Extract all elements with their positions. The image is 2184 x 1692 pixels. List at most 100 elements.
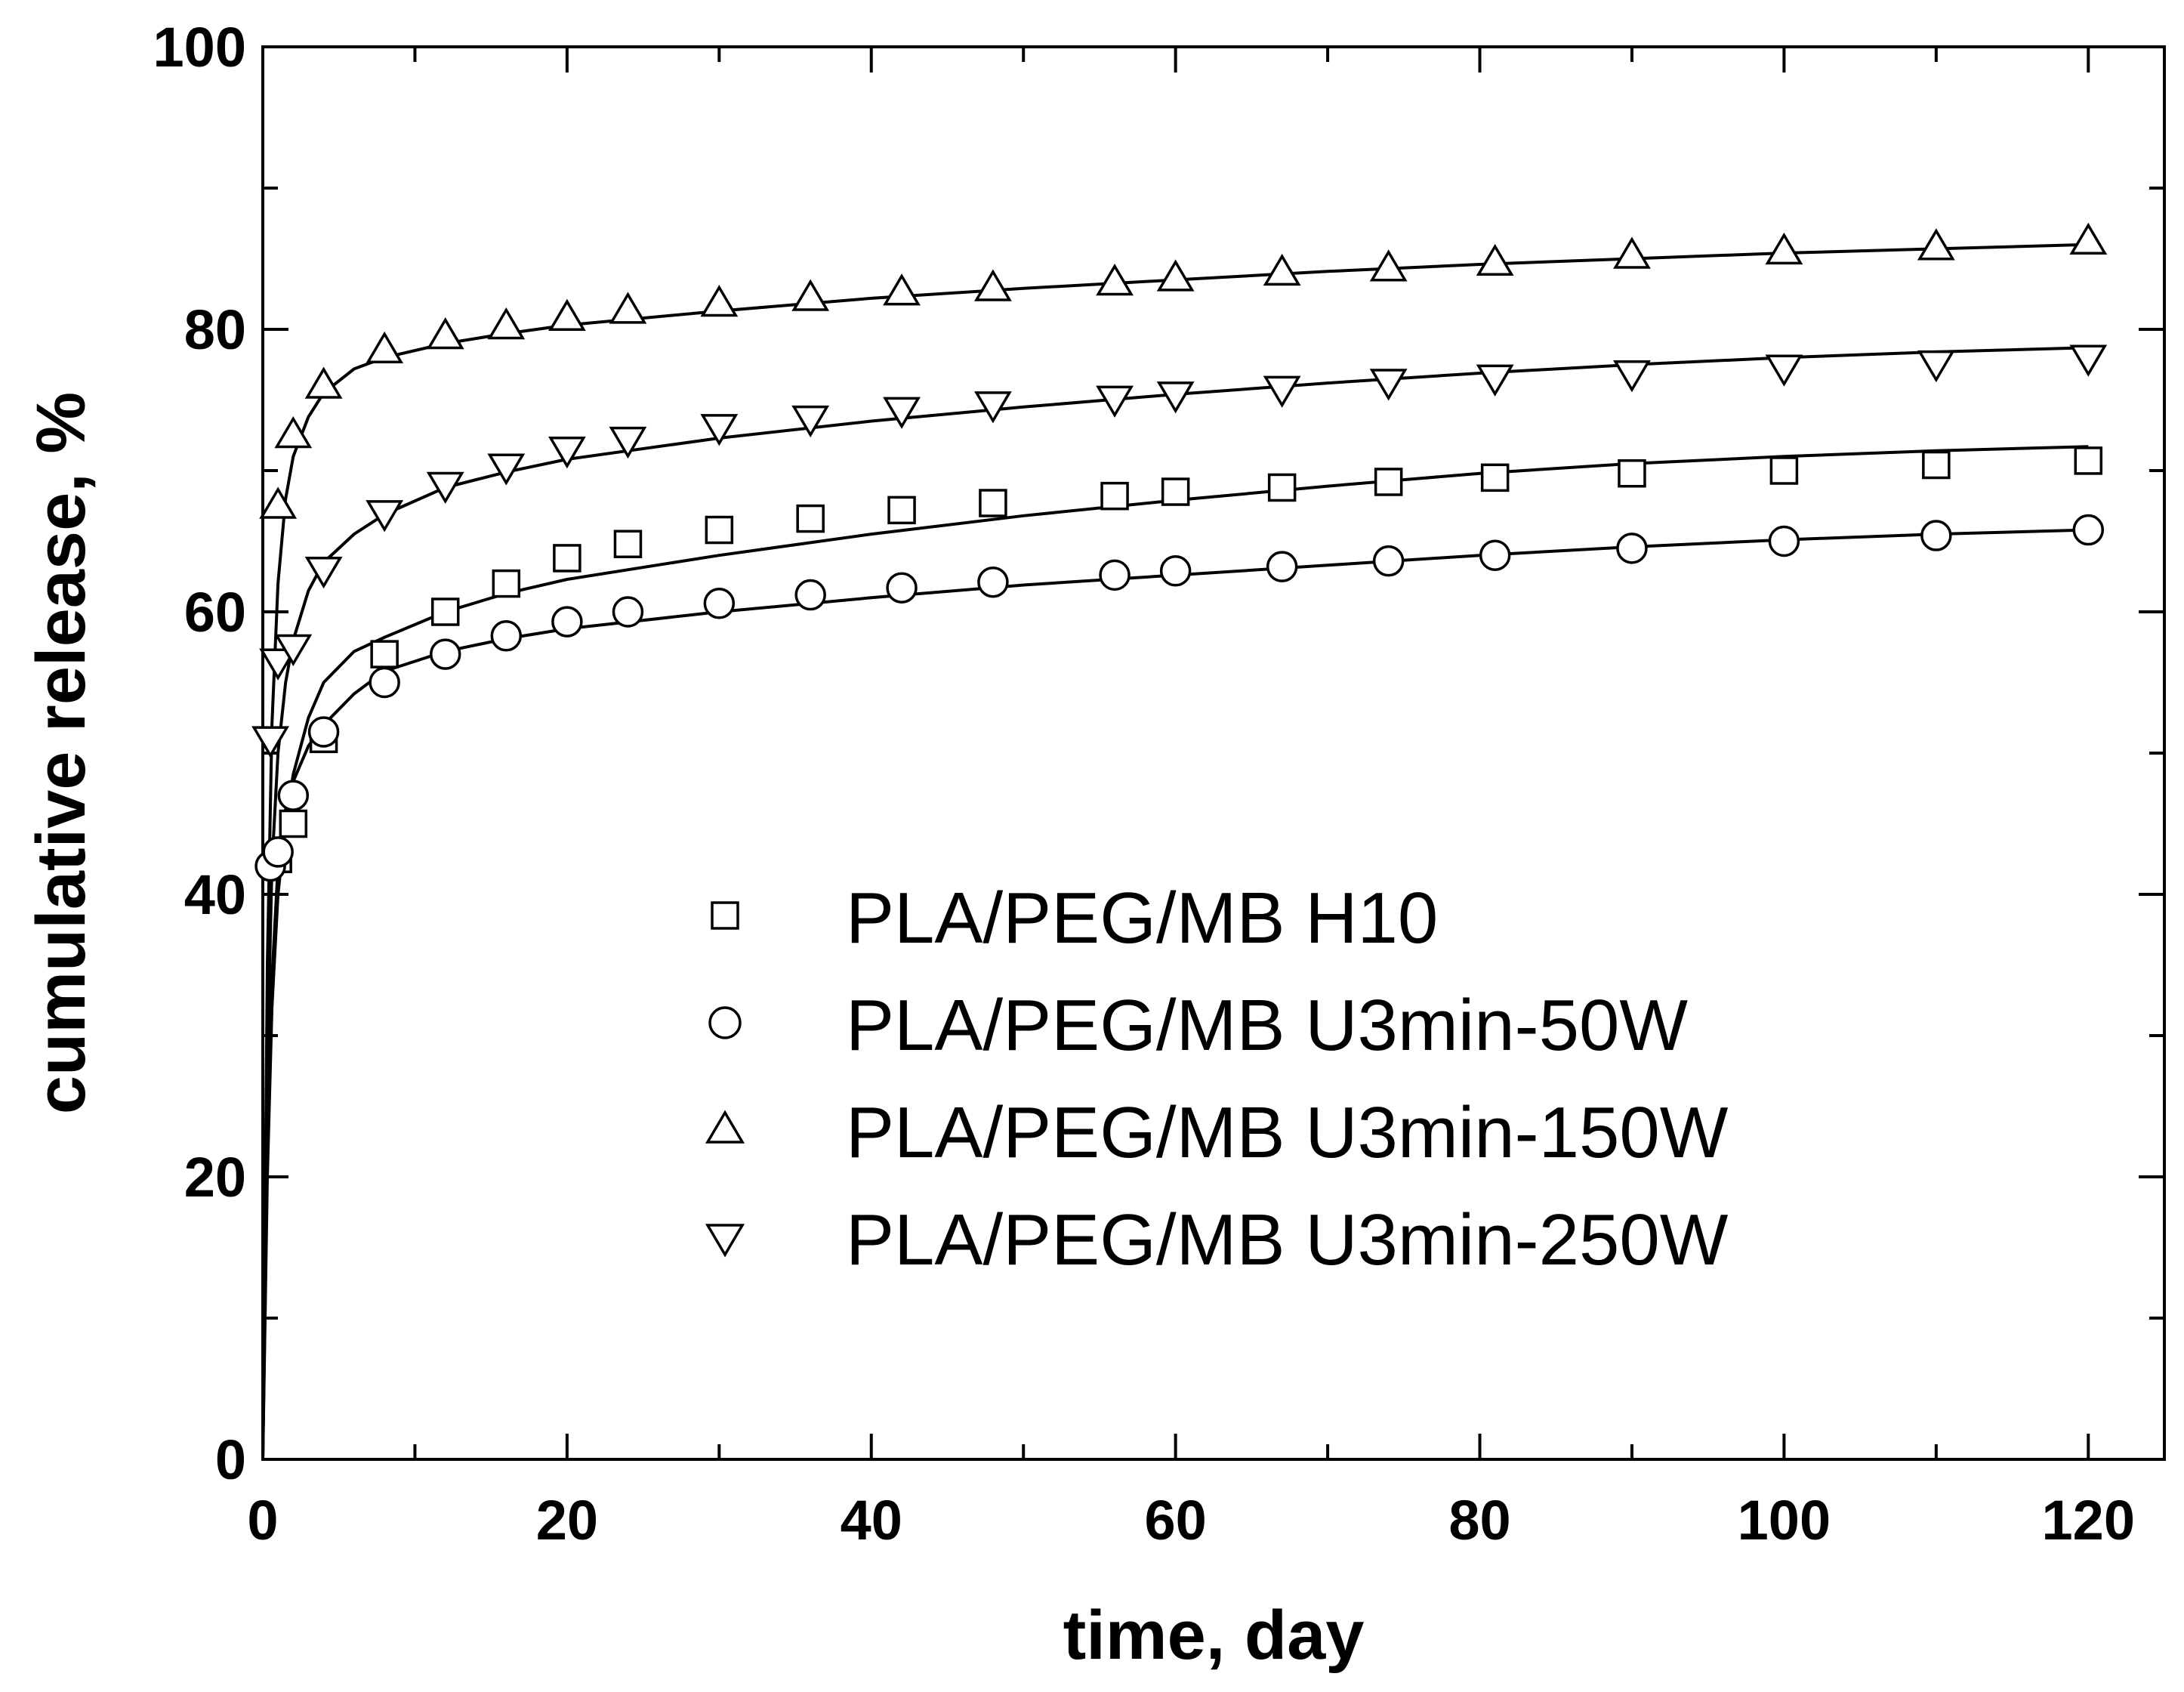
data-point-series-1 — [1267, 473, 1297, 502]
data-point-series-2 — [277, 780, 310, 811]
y-tick-label: 80 — [184, 298, 246, 361]
data-point-series-4 — [1156, 381, 1195, 414]
data-point-series-4 — [487, 453, 526, 486]
data-point-series-3 — [304, 366, 343, 399]
legend-marker-1 — [711, 901, 739, 930]
data-point-series-1 — [1618, 459, 1646, 488]
data-point-series-3 — [1613, 236, 1651, 269]
data-point-series-1 — [279, 809, 308, 838]
data-point-series-2 — [2072, 514, 2105, 546]
data-point-series-1 — [979, 489, 1007, 517]
data-points-layer — [251, 222, 2108, 882]
data-point-series-1 — [1100, 481, 1129, 511]
data-point-series-3 — [274, 415, 313, 449]
legend: PLA/PEG/MB H10 PLA/PEG/MB U3min-50W PLA/PE… — [705, 878, 1729, 1280]
legend-label-2: PLA/PEG/MB U3min-50W — [846, 985, 1688, 1066]
data-point-series-1 — [430, 597, 460, 626]
data-point-series-4 — [274, 634, 313, 667]
data-point-series-4 — [251, 726, 289, 758]
data-point-series-3 — [259, 486, 298, 519]
axes-layer: 0 20 40 60 80 100 120 0 20 40 60 80 100 time, day cumu… — [23, 16, 2166, 1674]
data-point-series-4 — [1613, 360, 1651, 393]
x-tick-label: 120 — [2042, 1489, 2135, 1552]
data-point-series-3 — [366, 331, 404, 363]
y-tick-label: 40 — [184, 863, 246, 926]
data-point-series-4 — [548, 437, 586, 469]
data-point-series-1 — [370, 640, 399, 668]
data-point-series-4 — [700, 414, 739, 446]
data-point-series-3 — [1369, 249, 1408, 282]
data-point-series-3 — [487, 307, 526, 340]
data-point-series-4 — [2069, 344, 2108, 377]
data-point-series-3 — [1765, 232, 1803, 265]
data-point-series-2 — [1266, 551, 1298, 582]
y-tick-label: 60 — [184, 581, 246, 644]
data-point-series-1 — [1480, 463, 1510, 492]
data-point-series-3 — [700, 285, 739, 317]
y-tick-label: 20 — [184, 1146, 246, 1209]
x-tick-label: 40 — [841, 1489, 902, 1552]
data-point-series-3 — [1476, 243, 1514, 276]
data-point-series-4 — [426, 471, 464, 504]
y-tick-label: 100 — [153, 16, 246, 79]
data-point-series-2 — [977, 566, 1009, 598]
data-point-series-4 — [973, 391, 1012, 424]
data-point-series-2 — [1099, 559, 1131, 591]
data-point-series-1 — [553, 544, 581, 573]
legend-label-4: PLA/PEG/MB U3min-250W — [846, 1200, 1729, 1280]
data-point-series-2 — [307, 716, 340, 748]
data-point-series-3 — [1156, 259, 1195, 292]
data-point-series-2 — [429, 638, 461, 670]
data-point-series-2 — [369, 666, 400, 699]
data-point-series-2 — [1372, 545, 1405, 577]
data-point-series-2 — [1159, 555, 1192, 587]
data-point-series-3 — [791, 279, 830, 311]
data-point-series-2 — [1768, 525, 1800, 557]
data-point-series-3 — [426, 317, 464, 350]
data-point-series-2 — [886, 572, 918, 604]
data-point-series-2 — [794, 579, 826, 611]
data-point-series-1 — [492, 569, 521, 598]
data-point-series-1 — [1922, 450, 1951, 480]
x-tick-label: 100 — [1738, 1489, 1831, 1552]
data-point-series-1 — [705, 515, 734, 545]
data-point-series-3 — [1263, 253, 1301, 286]
x-tick-label: 60 — [1144, 1489, 1206, 1552]
data-point-series-1 — [2074, 446, 2103, 475]
data-point-series-4 — [304, 556, 343, 589]
data-point-series-4 — [259, 648, 298, 681]
data-point-series-3 — [1096, 263, 1134, 296]
x-tick-label: 80 — [1448, 1489, 1510, 1552]
data-point-series-4 — [791, 405, 830, 438]
x-tick-label: 0 — [247, 1489, 278, 1552]
y-axis-title: cumulative release, % — [23, 392, 100, 1114]
data-point-series-2 — [703, 588, 736, 619]
data-point-series-1 — [1161, 477, 1190, 506]
data-point-series-1 — [1374, 468, 1403, 496]
legend-marker-3 — [705, 1110, 745, 1144]
data-point-series-2 — [1479, 539, 1511, 571]
data-point-series-3 — [973, 269, 1012, 301]
data-point-series-1 — [613, 530, 643, 558]
data-point-series-4 — [1476, 364, 1514, 397]
data-point-series-3 — [883, 273, 921, 306]
data-point-series-4 — [1765, 354, 1803, 387]
data-point-series-4 — [1263, 375, 1301, 408]
data-point-series-3 — [609, 292, 647, 324]
data-point-series-2 — [1920, 520, 1952, 551]
legend-marker-4 — [705, 1224, 745, 1258]
data-point-series-2 — [612, 596, 644, 628]
data-point-series-1 — [1769, 456, 1799, 485]
data-point-series-4 — [1369, 369, 1408, 401]
data-point-series-4 — [883, 397, 921, 429]
data-point-series-2 — [262, 836, 294, 868]
data-point-series-4 — [1096, 385, 1134, 418]
legend-marker-2 — [708, 1006, 742, 1039]
legend-label-1: PLA/PEG/MB H10 — [846, 878, 1438, 959]
y-tick-label: 0 — [215, 1428, 246, 1491]
data-point-series-4 — [609, 426, 647, 459]
legend-label-3: PLA/PEG/MB U3min-150W — [846, 1092, 1729, 1173]
x-axis-title: time, day — [1063, 1597, 1365, 1674]
